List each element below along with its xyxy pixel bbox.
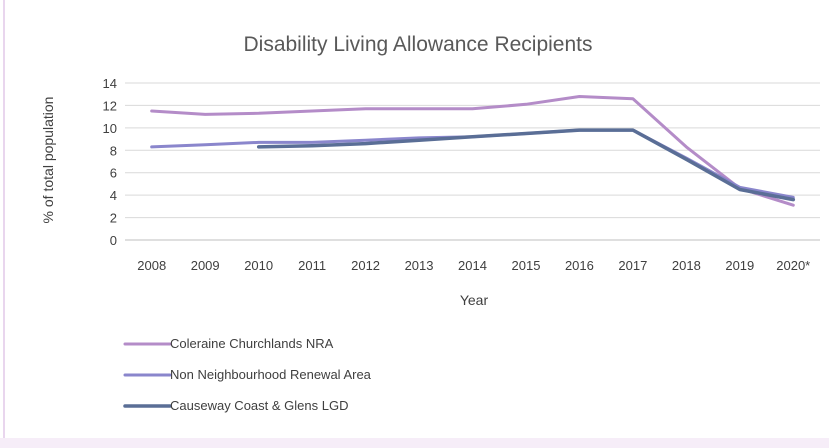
series-lines xyxy=(150,95,796,207)
frame-bottom-border xyxy=(0,438,829,448)
chart-title: Disability Living Allowance Recipients xyxy=(243,33,592,56)
x-tick-label: 2012 xyxy=(351,258,380,273)
x-tick-label: 2009 xyxy=(191,258,220,273)
y-axis-title: % of total population xyxy=(40,97,56,224)
y-tick-label: 12 xyxy=(103,98,117,113)
x-tick-label: 2018 xyxy=(672,258,701,273)
y-tick-label: 10 xyxy=(103,121,117,136)
x-tick-label: 2008 xyxy=(137,258,166,273)
x-tick-label: 2019 xyxy=(725,258,754,273)
x-tick-label: 2016 xyxy=(565,258,594,273)
x-axis-title: Year xyxy=(460,292,489,308)
y-tick-label: 6 xyxy=(110,166,117,181)
legend-label: Non Neighbourhood Renewal Area xyxy=(170,367,372,382)
legend-label: Coleraine Churchlands NRA xyxy=(170,336,334,351)
gridlines xyxy=(125,82,820,241)
series-line-1 xyxy=(150,95,795,207)
legend-label: Causeway Coast & Glens LGD xyxy=(170,398,348,413)
x-tick-label: 2013 xyxy=(405,258,434,273)
x-tick-label: 2017 xyxy=(618,258,647,273)
x-tick-label: 2015 xyxy=(512,258,541,273)
frame-left-border xyxy=(3,0,5,448)
y-tick-label: 8 xyxy=(110,143,117,158)
x-tick-label: 2011 xyxy=(298,258,326,273)
x-tick-label: 2010 xyxy=(244,258,273,273)
y-tick-label: 2 xyxy=(110,211,117,226)
y-axis-ticks: 0 2 4 6 8 10 12 14 xyxy=(103,76,117,248)
x-axis-ticks: 2008 2009 2010 2011 2012 2013 2014 2015 2016 2017… xyxy=(137,258,810,273)
x-tick-label: 2020* xyxy=(776,258,810,273)
y-tick-label: 4 xyxy=(110,188,117,203)
legend: Coleraine Churchlands NRA Non Neighbourho… xyxy=(123,336,372,413)
x-tick-label: 2014 xyxy=(458,258,487,273)
y-tick-label: 14 xyxy=(103,76,117,91)
y-tick-label: 0 xyxy=(110,233,117,248)
series-line-3 xyxy=(256,128,796,202)
